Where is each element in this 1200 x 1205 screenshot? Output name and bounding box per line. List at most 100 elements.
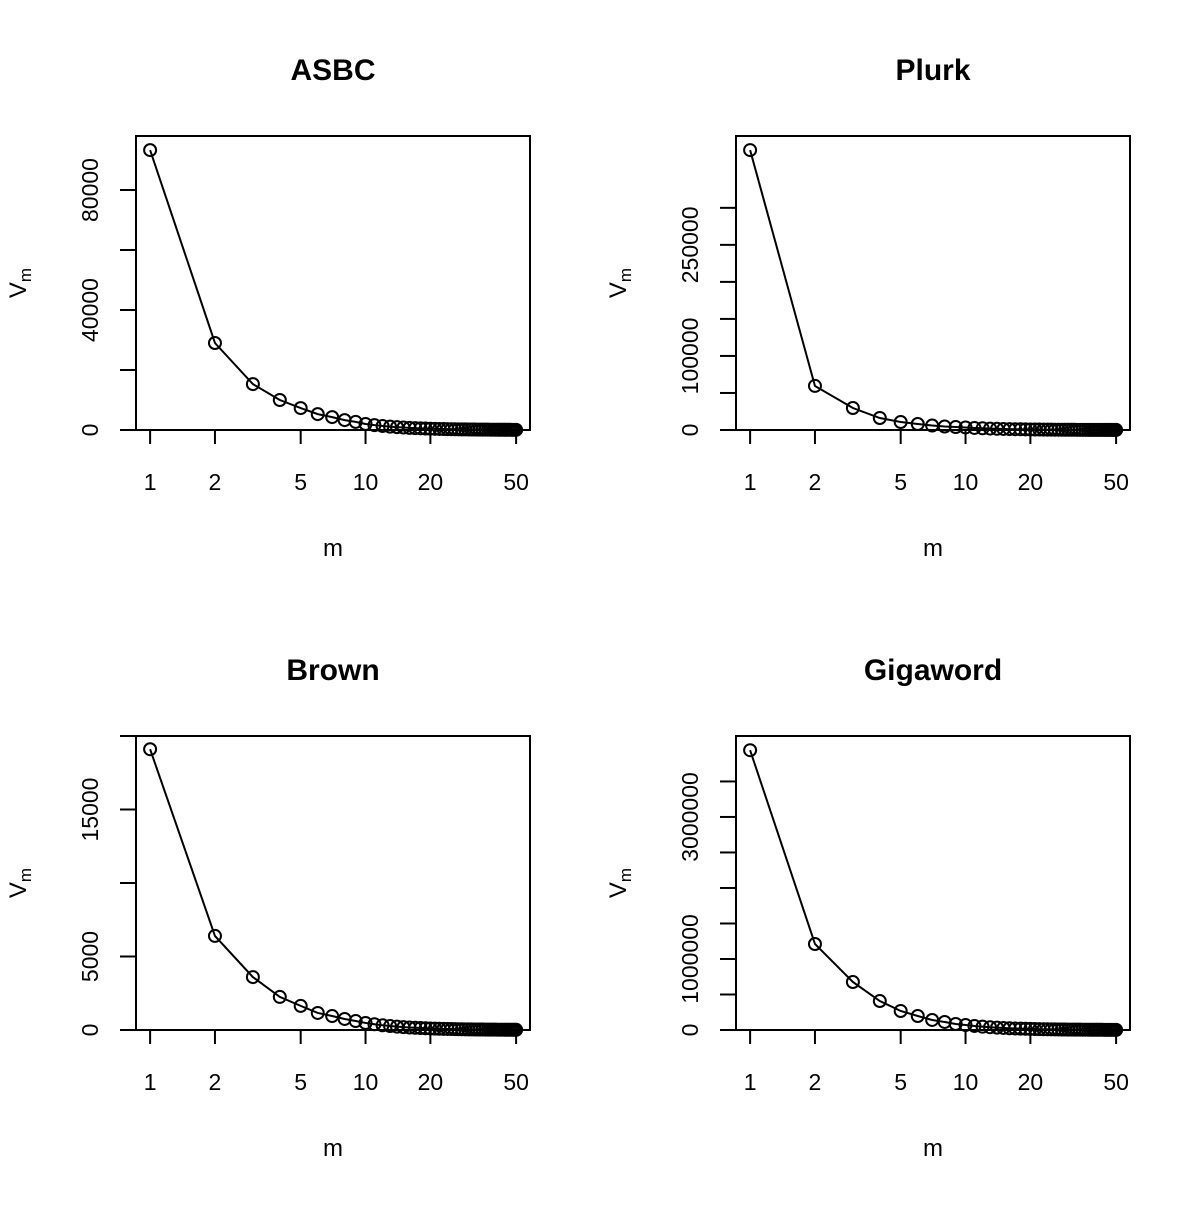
data-point — [807, 937, 822, 952]
data-point — [958, 1018, 973, 1033]
data-point — [893, 415, 908, 430]
data-point — [310, 1005, 325, 1020]
data-point — [1023, 1021, 1038, 1036]
data-point — [245, 970, 260, 985]
data-point — [413, 421, 428, 436]
plot-frame — [735, 135, 1131, 431]
y-axis-label: Vm — [605, 268, 635, 298]
x-tick-label: 50 — [1103, 1069, 1129, 1095]
x-tick-label: 1 — [744, 1069, 757, 1095]
y-tick-label: 40000 — [77, 278, 103, 342]
y-tick-label: 250000 — [677, 206, 703, 283]
x-tick-label: 5 — [894, 469, 907, 495]
data-point — [983, 421, 998, 436]
x-axis-label: m — [923, 535, 943, 562]
data-point — [423, 1021, 438, 1036]
data-point — [207, 336, 222, 350]
y-tick-label: 0 — [677, 1024, 703, 1037]
plot-frame — [135, 735, 531, 1031]
data-point — [325, 1009, 340, 1024]
plot-frame — [135, 135, 531, 431]
x-axis-label: m — [323, 535, 343, 562]
x-tick-label: 50 — [1103, 469, 1129, 495]
x-tick-label: 5 — [294, 1069, 307, 1095]
data-point — [367, 418, 382, 433]
data-point — [1109, 422, 1124, 437]
data-point — [348, 414, 363, 429]
data-point — [1008, 1021, 1023, 1036]
data-point — [967, 1018, 982, 1033]
data-point — [272, 393, 287, 407]
data-point — [743, 143, 758, 158]
data-point — [967, 420, 982, 435]
data-point — [207, 928, 222, 943]
x-tick-label: 10 — [953, 469, 979, 495]
data-point — [375, 1018, 390, 1033]
data-point — [509, 1022, 524, 1037]
panel-title: Gigaword — [864, 654, 1002, 687]
y-tick-label: 3000000 — [677, 772, 703, 862]
y-axis-label-subscript: m — [616, 868, 635, 882]
data-point — [1013, 1021, 1028, 1036]
data-point — [872, 411, 887, 426]
data-point — [509, 422, 524, 437]
x-tick-label: 5 — [294, 469, 307, 495]
data-point — [408, 421, 423, 436]
x-tick-label: 1 — [744, 469, 757, 495]
data-point — [272, 989, 287, 1004]
data-point — [1044, 422, 1059, 437]
data-point — [975, 421, 990, 436]
x-tick-label: 2 — [209, 1069, 222, 1095]
x-tick-label: 10 — [353, 1069, 379, 1095]
data-point — [143, 143, 158, 158]
panel-title: Brown — [286, 654, 379, 687]
x-axis-label: m — [923, 1135, 943, 1162]
data-point — [1109, 1022, 1124, 1037]
x-tick-label: 10 — [953, 1069, 979, 1095]
y-axis-label-main: V — [605, 282, 632, 298]
plot-frame — [735, 735, 1131, 1031]
x-tick-label: 20 — [1018, 469, 1044, 495]
data-point — [358, 1015, 373, 1030]
data-point — [872, 994, 887, 1009]
data-point — [423, 421, 438, 436]
data-point — [975, 1019, 990, 1034]
panel-title: Plurk — [895, 54, 970, 87]
data-point — [310, 407, 325, 422]
data-point — [1018, 422, 1033, 437]
panel-title: ASBC — [290, 54, 375, 87]
data-point — [807, 378, 822, 393]
y-axis-label-main: V — [605, 882, 632, 898]
y-axis-label-subscript: m — [616, 268, 635, 282]
data-point — [383, 419, 398, 434]
data-point — [413, 1021, 428, 1036]
data-point — [958, 420, 973, 435]
data-point — [383, 1019, 398, 1034]
x-tick-label: 5 — [894, 1069, 907, 1095]
y-tick-label: 15000 — [77, 778, 103, 842]
x-tick-label: 2 — [809, 469, 822, 495]
data-point — [983, 1020, 998, 1035]
data-point — [143, 742, 158, 757]
data-point — [245, 377, 260, 392]
y-tick-label: 0 — [77, 424, 103, 437]
y-axis-label: Vm — [5, 268, 35, 298]
y-axis-label-main: V — [5, 882, 32, 898]
data-point — [418, 1021, 433, 1036]
data-point — [893, 1003, 908, 1018]
y-axis-label-subscript: m — [16, 868, 35, 882]
y-tick-label: 1000000 — [677, 914, 703, 1004]
x-tick-label: 10 — [353, 469, 379, 495]
x-axis-label: m — [323, 1135, 343, 1162]
y-axis-label: Vm — [605, 868, 635, 898]
x-tick-label: 2 — [809, 1069, 822, 1095]
data-point — [325, 410, 340, 425]
data-point — [845, 401, 860, 416]
data-point — [375, 418, 390, 433]
y-tick-label: 0 — [677, 424, 703, 437]
y-tick-label: 0 — [77, 1024, 103, 1037]
